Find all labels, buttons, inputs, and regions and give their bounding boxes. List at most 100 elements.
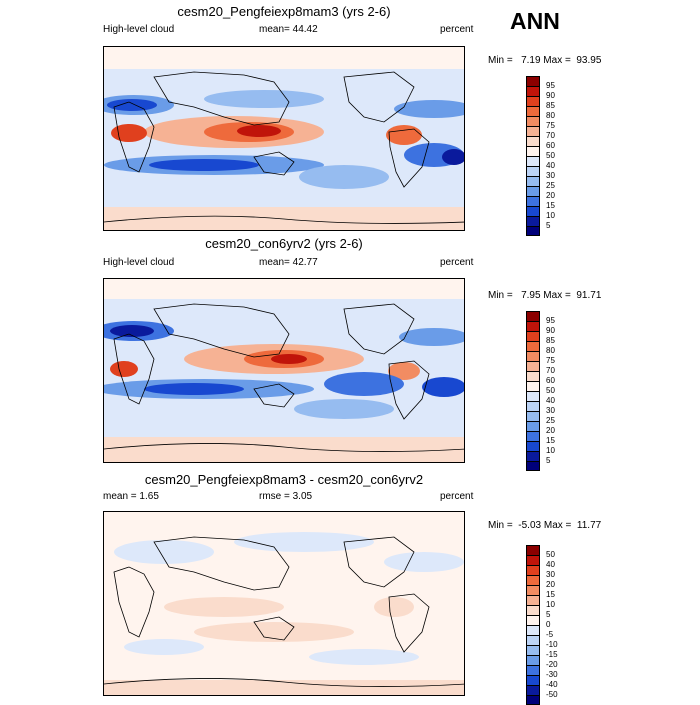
colorbar-level-label: 95 bbox=[546, 316, 555, 325]
colorbar bbox=[526, 76, 540, 236]
colorbar-level-label: -10 bbox=[546, 640, 558, 649]
colorbar-swatch bbox=[526, 575, 540, 585]
colorbar-level-label: -50 bbox=[546, 690, 558, 699]
colorbar-swatch bbox=[526, 411, 540, 421]
colorbar bbox=[526, 545, 540, 705]
variable-label: High-level cloud bbox=[103, 257, 175, 268]
colorbar-level-label: 30 bbox=[546, 406, 555, 415]
colorbar-swatch bbox=[526, 166, 540, 176]
colorbar-level-label: 70 bbox=[546, 131, 555, 140]
colorbar-level-label: 75 bbox=[546, 356, 555, 365]
colorbar-level-label: 50 bbox=[546, 151, 555, 160]
colorbar-swatch bbox=[526, 635, 540, 645]
colorbar-level-label: 80 bbox=[546, 346, 555, 355]
colorbar-swatch bbox=[526, 146, 540, 156]
colorbar-swatch bbox=[526, 605, 540, 615]
colorbar-swatch bbox=[526, 76, 540, 86]
panel-title: cesm20_Pengfeiexp8mam3 - cesm20_con6yrv2 bbox=[144, 472, 424, 487]
colorbar-level-label: 20 bbox=[546, 191, 555, 200]
colorbar-level-label: -20 bbox=[546, 660, 558, 669]
colorbar-swatch bbox=[526, 665, 540, 675]
colorbar-swatch bbox=[526, 156, 540, 166]
colorbar-swatch bbox=[526, 615, 540, 625]
colorbar-swatch bbox=[526, 595, 540, 605]
panel-title: cesm20_con6yrv2 (yrs 2-6) bbox=[205, 236, 363, 251]
colorbar-swatch bbox=[526, 361, 540, 371]
minmax-label: Min = 7.95 Max = 91.71 bbox=[488, 290, 602, 301]
map-panel bbox=[103, 46, 465, 231]
colorbar-swatch bbox=[526, 126, 540, 136]
colorbar-level-label: 10 bbox=[546, 211, 555, 220]
colorbar-swatch bbox=[526, 331, 540, 341]
mean-label: mean= 44.42 bbox=[259, 24, 318, 35]
colorbar-swatch bbox=[526, 441, 540, 451]
colorbar-level-label: 15 bbox=[546, 436, 555, 445]
colorbar-swatch bbox=[526, 186, 540, 196]
colorbar-level-label: 5 bbox=[546, 456, 551, 465]
colorbar-level-label: 15 bbox=[546, 201, 555, 210]
colorbar-level-label: 95 bbox=[546, 81, 555, 90]
colorbar-level-label: 60 bbox=[546, 376, 555, 385]
colorbar-swatch bbox=[526, 431, 540, 441]
difference-map bbox=[104, 512, 464, 695]
panel-title: cesm20_Pengfeiexp8mam3 (yrs 2-6) bbox=[177, 4, 391, 19]
colorbar-swatch bbox=[526, 655, 540, 665]
colorbar-swatch bbox=[526, 321, 540, 331]
colorbar-level-label: 25 bbox=[546, 181, 555, 190]
colorbar-swatch bbox=[526, 341, 540, 351]
colorbar-level-label: 90 bbox=[546, 91, 555, 100]
colorbar-level-label: 20 bbox=[546, 426, 555, 435]
colorbar-swatch bbox=[526, 86, 540, 96]
colorbar-level-label: 40 bbox=[546, 560, 555, 569]
units-label: percent bbox=[440, 257, 474, 268]
colorbar-swatch bbox=[526, 401, 540, 411]
colorbar-swatch bbox=[526, 565, 540, 575]
colorbar-swatch bbox=[526, 555, 540, 565]
colorbar-swatch bbox=[526, 421, 540, 431]
colorbar-swatch bbox=[526, 585, 540, 595]
colorbar-level-label: -15 bbox=[546, 650, 558, 659]
colorbar-level-label: 40 bbox=[546, 396, 555, 405]
colorbar-swatch bbox=[526, 206, 540, 216]
colorbar-swatch bbox=[526, 116, 540, 126]
colorbar-level-label: 85 bbox=[546, 101, 555, 110]
colorbar-level-label: 50 bbox=[546, 550, 555, 559]
colorbar-level-label: 60 bbox=[546, 141, 555, 150]
colorbar-level-label: 5 bbox=[546, 221, 551, 230]
map-panel bbox=[103, 278, 465, 463]
colorbar-level-label: 80 bbox=[546, 111, 555, 120]
colorbar-swatch bbox=[526, 451, 540, 461]
colorbar-swatch bbox=[526, 625, 540, 635]
colorbar-swatch bbox=[526, 645, 540, 655]
colorbar-level-label: -5 bbox=[546, 630, 554, 639]
colorbar-swatch bbox=[526, 106, 540, 116]
colorbar-swatch bbox=[526, 176, 540, 186]
cloud-map bbox=[104, 279, 464, 462]
colorbar-level-label: 90 bbox=[546, 326, 555, 335]
colorbar-swatch bbox=[526, 461, 540, 471]
colorbar-swatch bbox=[526, 96, 540, 106]
colorbar-level-label: 20 bbox=[546, 580, 555, 589]
colorbar-level-label: 30 bbox=[546, 570, 555, 579]
colorbar-level-label: 40 bbox=[546, 161, 555, 170]
colorbar-swatch bbox=[526, 545, 540, 555]
colorbar-swatch bbox=[526, 351, 540, 361]
colorbar-level-label: 15 bbox=[546, 590, 555, 599]
mean-label: mean= 42.77 bbox=[259, 257, 318, 268]
colorbar-level-label: 0 bbox=[546, 620, 551, 629]
colorbar-level-label: 10 bbox=[546, 600, 555, 609]
colorbar-swatch bbox=[526, 371, 540, 381]
minmax-label: Min = -5.03 Max = 11.77 bbox=[488, 520, 602, 531]
map-panel bbox=[103, 511, 465, 696]
minmax-label: Min = 7.19 Max = 93.95 bbox=[488, 55, 602, 66]
units-label: percent bbox=[440, 24, 474, 35]
colorbar-level-label: 10 bbox=[546, 446, 555, 455]
colorbar-level-label: -40 bbox=[546, 680, 558, 689]
colorbar-swatch bbox=[526, 136, 540, 146]
colorbar-level-label: 85 bbox=[546, 336, 555, 345]
colorbar-swatch bbox=[526, 216, 540, 226]
colorbar-swatch bbox=[526, 685, 540, 695]
colorbar-swatch bbox=[526, 311, 540, 321]
colorbar-level-label: 75 bbox=[546, 121, 555, 130]
units-label: percent bbox=[440, 491, 474, 502]
